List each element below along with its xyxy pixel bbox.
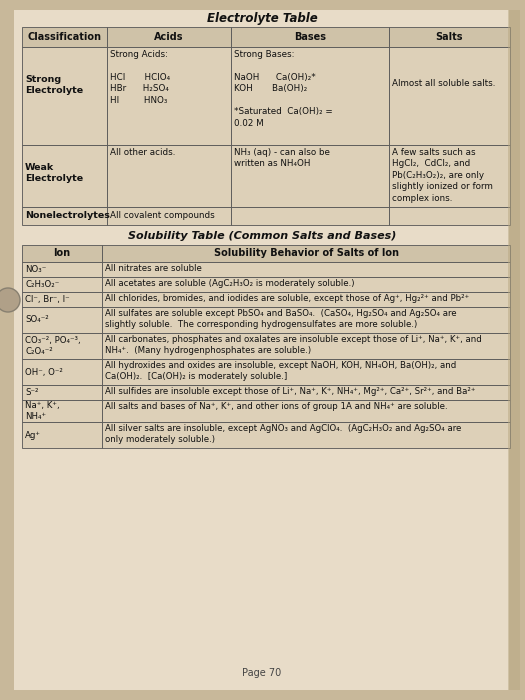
Text: SO₄⁻²: SO₄⁻² <box>25 316 49 325</box>
FancyBboxPatch shape <box>102 245 510 262</box>
FancyBboxPatch shape <box>102 262 510 277</box>
FancyBboxPatch shape <box>102 422 510 448</box>
Text: Almost all soluble salts.: Almost all soluble salts. <box>392 79 496 88</box>
Text: S⁻²: S⁻² <box>25 388 38 397</box>
Text: Strong Acids:

HCl       HClO₄
HBr      H₂SO₄
HI         HNO₃: Strong Acids: HCl HClO₄ HBr H₂SO₄ HI HNO… <box>110 50 170 105</box>
FancyBboxPatch shape <box>22 207 107 225</box>
Text: All chlorides, bromides, and iodides are soluble, except those of Ag⁺, Hg₂²⁺ and: All chlorides, bromides, and iodides are… <box>105 294 469 303</box>
FancyBboxPatch shape <box>22 277 102 292</box>
FancyBboxPatch shape <box>389 47 510 145</box>
Text: Solubility Behavior of Salts of Ion: Solubility Behavior of Salts of Ion <box>214 248 398 258</box>
FancyBboxPatch shape <box>231 145 389 207</box>
Text: Weak
Electrolyte: Weak Electrolyte <box>25 163 83 183</box>
FancyBboxPatch shape <box>22 292 102 307</box>
FancyBboxPatch shape <box>231 207 389 225</box>
FancyBboxPatch shape <box>107 207 231 225</box>
FancyBboxPatch shape <box>508 10 520 690</box>
Text: Acids: Acids <box>154 32 184 42</box>
Text: CO₃⁻², PO₄⁻³,
C₂O₄⁻²: CO₃⁻², PO₄⁻³, C₂O₄⁻² <box>25 336 81 356</box>
FancyBboxPatch shape <box>22 245 102 262</box>
Text: All sulfates are soluble except PbSO₄ and BaSO₄.  (CaSO₄, Hg₂SO₄ and Ag₂SO₄ are
: All sulfates are soluble except PbSO₄ an… <box>105 309 457 330</box>
FancyBboxPatch shape <box>22 307 102 333</box>
FancyBboxPatch shape <box>102 307 510 333</box>
Text: All covalent compounds: All covalent compounds <box>110 211 215 220</box>
Text: Bases: Bases <box>294 32 326 42</box>
Text: All carbonates, phosphates and oxalates are insoluble except those of Li⁺, Na⁺, : All carbonates, phosphates and oxalates … <box>105 335 482 356</box>
Text: A few salts such as
HgCl₂,  CdCl₂, and
Pb(C₂H₃O₂)₂, are only
slightly ionized or: A few salts such as HgCl₂, CdCl₂, and Pb… <box>392 148 493 203</box>
Text: OH⁻, O⁻²: OH⁻, O⁻² <box>25 368 63 377</box>
Text: Strong
Electrolyte: Strong Electrolyte <box>25 75 83 95</box>
Text: Nonelectrolytes: Nonelectrolytes <box>25 211 110 220</box>
Text: Electrolyte Table: Electrolyte Table <box>207 12 318 25</box>
Text: All hydroxides and oxides are insoluble, except NaOH, KOH, NH₄OH, Ba(OH)₂, and
C: All hydroxides and oxides are insoluble,… <box>105 361 456 382</box>
FancyBboxPatch shape <box>22 333 102 359</box>
FancyBboxPatch shape <box>389 27 510 47</box>
FancyBboxPatch shape <box>14 10 509 690</box>
FancyBboxPatch shape <box>22 422 102 448</box>
Text: Classification: Classification <box>27 32 101 42</box>
Text: Ion: Ion <box>54 248 70 258</box>
Text: C₂H₃O₂⁻: C₂H₃O₂⁻ <box>25 280 59 289</box>
FancyBboxPatch shape <box>107 47 231 145</box>
Text: Solubility Table (Common Salts and Bases): Solubility Table (Common Salts and Bases… <box>128 231 396 241</box>
Text: Page 70: Page 70 <box>243 668 281 678</box>
Text: All other acids.: All other acids. <box>110 148 175 157</box>
Text: All silver salts are insoluble, except AgNO₃ and AgClO₄.  (AgC₂H₃O₂ and Ag₂SO₄ a: All silver salts are insoluble, except A… <box>105 424 461 444</box>
FancyBboxPatch shape <box>22 145 107 207</box>
Text: Cl⁻, Br⁻, I⁻: Cl⁻, Br⁻, I⁻ <box>25 295 70 304</box>
FancyBboxPatch shape <box>231 47 389 145</box>
FancyBboxPatch shape <box>22 359 102 385</box>
FancyBboxPatch shape <box>22 47 107 145</box>
Text: All nitrates are soluble: All nitrates are soluble <box>105 264 202 273</box>
Text: NO₃⁻: NO₃⁻ <box>25 265 46 274</box>
FancyBboxPatch shape <box>22 27 107 47</box>
Text: All acetates are soluble (AgC₂H₃O₂ is moderately soluble.): All acetates are soluble (AgC₂H₃O₂ is mo… <box>105 279 354 288</box>
FancyBboxPatch shape <box>102 359 510 385</box>
FancyBboxPatch shape <box>107 145 231 207</box>
FancyBboxPatch shape <box>22 385 102 400</box>
FancyBboxPatch shape <box>102 385 510 400</box>
Circle shape <box>0 288 20 312</box>
Text: Strong Bases:

NaOH      Ca(OH)₂*
KOH       Ba(OH)₂

*Saturated  Ca(OH)₂ =
0.02 : Strong Bases: NaOH Ca(OH)₂* KOH Ba(OH)₂ … <box>234 50 333 127</box>
FancyBboxPatch shape <box>389 145 510 207</box>
FancyBboxPatch shape <box>107 27 231 47</box>
Text: All sulfides are insoluble except those of Li⁺, Na⁺, K⁺, NH₄⁺, Mg²⁺, Ca²⁺, Sr²⁺,: All sulfides are insoluble except those … <box>105 387 476 396</box>
FancyBboxPatch shape <box>389 207 510 225</box>
Text: Salts: Salts <box>436 32 463 42</box>
FancyBboxPatch shape <box>22 400 102 422</box>
Text: NH₃ (aq) - can also be
written as NH₄OH: NH₃ (aq) - can also be written as NH₄OH <box>234 148 330 169</box>
FancyBboxPatch shape <box>102 277 510 292</box>
FancyBboxPatch shape <box>102 292 510 307</box>
FancyBboxPatch shape <box>102 400 510 422</box>
FancyBboxPatch shape <box>102 333 510 359</box>
Text: Ag⁺: Ag⁺ <box>25 430 41 440</box>
Text: Na⁺, K⁺,
NH₄⁺: Na⁺, K⁺, NH₄⁺ <box>25 401 60 421</box>
Text: All salts and bases of Na⁺, K⁺, and other ions of group 1A and NH₄⁺ are soluble.: All salts and bases of Na⁺, K⁺, and othe… <box>105 402 448 411</box>
FancyBboxPatch shape <box>231 27 389 47</box>
FancyBboxPatch shape <box>22 262 102 277</box>
